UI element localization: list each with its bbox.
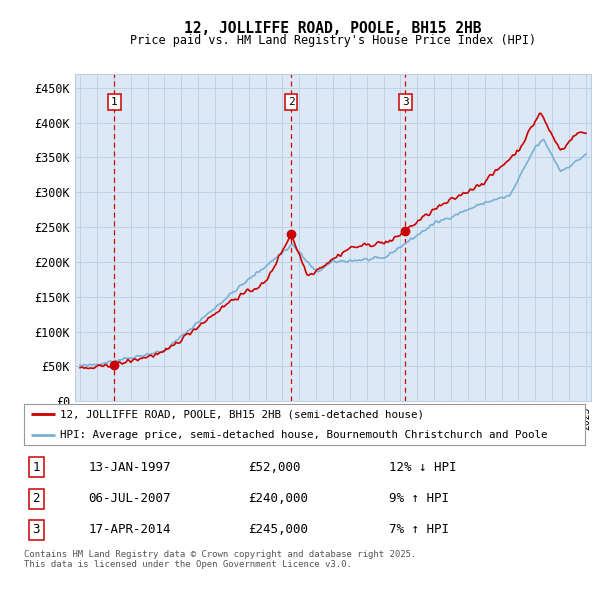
Text: 12, JOLLIFFE ROAD, POOLE, BH15 2HB (semi-detached house): 12, JOLLIFFE ROAD, POOLE, BH15 2HB (semi… bbox=[61, 409, 424, 419]
Text: £52,000: £52,000 bbox=[248, 461, 301, 474]
Text: 12, JOLLIFFE ROAD, POOLE, BH15 2HB: 12, JOLLIFFE ROAD, POOLE, BH15 2HB bbox=[184, 21, 482, 35]
Text: £240,000: £240,000 bbox=[248, 492, 308, 505]
Text: 17-APR-2014: 17-APR-2014 bbox=[89, 523, 171, 536]
Text: 3: 3 bbox=[402, 97, 409, 107]
Text: £245,000: £245,000 bbox=[248, 523, 308, 536]
Text: 1: 1 bbox=[32, 461, 40, 474]
Text: 1: 1 bbox=[111, 97, 118, 107]
Text: 9% ↑ HPI: 9% ↑ HPI bbox=[389, 492, 449, 505]
Text: 2: 2 bbox=[32, 492, 40, 505]
Text: 13-JAN-1997: 13-JAN-1997 bbox=[89, 461, 171, 474]
Text: 2: 2 bbox=[287, 97, 295, 107]
Text: 3: 3 bbox=[32, 523, 40, 536]
Text: Price paid vs. HM Land Registry's House Price Index (HPI): Price paid vs. HM Land Registry's House … bbox=[130, 34, 536, 47]
Text: 7% ↑ HPI: 7% ↑ HPI bbox=[389, 523, 449, 536]
Text: 06-JUL-2007: 06-JUL-2007 bbox=[89, 492, 171, 505]
Text: 12% ↓ HPI: 12% ↓ HPI bbox=[389, 461, 456, 474]
Text: Contains HM Land Registry data © Crown copyright and database right 2025.
This d: Contains HM Land Registry data © Crown c… bbox=[24, 550, 416, 569]
Text: HPI: Average price, semi-detached house, Bournemouth Christchurch and Poole: HPI: Average price, semi-detached house,… bbox=[61, 430, 548, 440]
